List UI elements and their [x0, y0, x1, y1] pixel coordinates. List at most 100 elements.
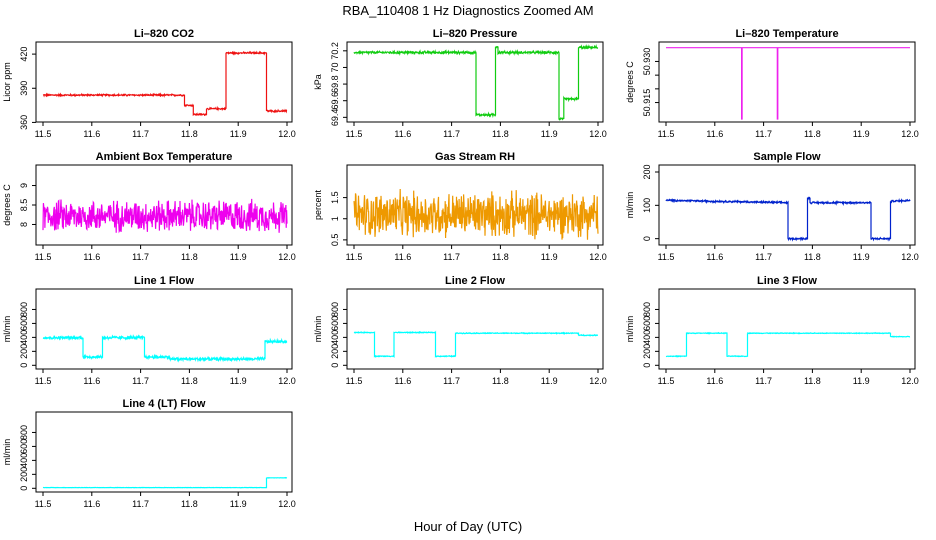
y-tick-label: 600: [642, 316, 652, 331]
y-tick-label: 360: [19, 115, 29, 130]
y-tick-label: 390: [19, 81, 29, 96]
panel-title: Line 1 Flow: [134, 275, 194, 287]
y-tick-label: 8.5: [19, 199, 29, 212]
x-tick-label: 11.7: [755, 252, 772, 262]
y-tick-label: 69.6: [330, 92, 340, 110]
x-tick-label: 11.8: [804, 252, 821, 262]
x-tick-label: 12.0: [589, 252, 607, 262]
plot-frame: [35, 41, 293, 123]
x-tick-label: 11.7: [132, 499, 149, 509]
x-tick-label: 11.7: [132, 129, 149, 139]
x-tick-label: 11.9: [853, 376, 870, 386]
series-line: [665, 331, 911, 358]
x-tick-label: 11.5: [658, 376, 675, 386]
series-line: [42, 198, 288, 234]
x-tick-label: 11.6: [83, 499, 100, 509]
y-tick-label: 200: [19, 467, 29, 482]
x-axis-label: Hour of Day (UTC): [414, 519, 522, 534]
y-axis-label: ml/min: [313, 316, 323, 343]
y-tick-label: 400: [642, 330, 652, 345]
y-tick-label: 200: [642, 164, 652, 179]
x-tick-label: 11.7: [132, 252, 149, 262]
x-tick-label: 11.5: [35, 376, 52, 386]
x-tick-label: 11.7: [443, 376, 460, 386]
plot-frame: [658, 41, 916, 123]
x-tick-label: 11.5: [346, 376, 363, 386]
plot-frame: [658, 164, 916, 246]
y-tick-label: 0: [642, 363, 652, 368]
y-tick-label: 0: [330, 363, 340, 368]
plot-frame: [346, 288, 604, 370]
x-tick-label: 11.6: [394, 129, 411, 139]
x-tick-label: 11.8: [181, 499, 198, 509]
plot-frame: [35, 164, 293, 246]
panel-title: Line 3 Flow: [757, 275, 817, 287]
x-tick-label: 11.6: [394, 252, 411, 262]
x-tick-label: 11.9: [230, 129, 247, 139]
series-line: [665, 196, 911, 242]
y-tick-label: 70: [330, 62, 340, 72]
y-tick-label: 69.4: [330, 109, 340, 127]
figure-title: RBA_110408 1 Hz Diagnostics Zoomed AM: [342, 3, 593, 18]
y-tick-label: 9: [19, 183, 29, 188]
x-tick-label: 11.9: [230, 376, 247, 386]
panel-7: Line 1 Flow ml/min 11.5 11.6 11.7 11.8 11.9 12.…: [2, 275, 296, 386]
x-tick-label: 12.0: [589, 376, 607, 386]
x-tick-label: 11.6: [706, 129, 723, 139]
panel-10: Line 4 (LT) Flow ml/min 11.5 11.6 11.7 11.8 11…: [2, 398, 296, 509]
y-tick-label: 0: [19, 486, 29, 491]
y-tick-label: 200: [642, 344, 652, 359]
y-tick-label: 800: [19, 425, 29, 440]
y-tick-label: 70.2: [330, 42, 340, 60]
y-tick-label: 100: [642, 198, 652, 213]
x-tick-label: 11.5: [346, 252, 363, 262]
panel-title: Li–820 Pressure: [433, 28, 517, 40]
y-tick-label: 600: [19, 316, 29, 331]
panel-title: Sample Flow: [753, 151, 821, 163]
y-tick-label: 800: [19, 302, 29, 317]
x-tick-label: 11.7: [132, 376, 149, 386]
y-tick-label: 0: [19, 363, 29, 368]
x-tick-label: 11.8: [492, 252, 509, 262]
y-tick-label: 400: [19, 453, 29, 468]
y-tick-label: 200: [19, 344, 29, 359]
series-line: [42, 50, 288, 117]
x-tick-label: 11.9: [541, 376, 558, 386]
panel-8: Line 2 Flow ml/min 11.5 11.6 11.7 11.8 11.9 12.…: [313, 275, 607, 386]
y-tick-label: 0.5: [330, 234, 340, 247]
y-tick-label: 200: [330, 344, 340, 359]
panel-title: Li–820 Temperature: [735, 28, 838, 40]
x-tick-label: 11.6: [83, 252, 100, 262]
x-tick-label: 11.7: [443, 252, 460, 262]
panel-6: Sample Flow ml/min 11.5 11.6 11.7 11.8 11.9 12.…: [625, 151, 919, 262]
panel-9: Line 3 Flow ml/min 11.5 11.6 11.7 11.8 11.9 12.…: [625, 275, 919, 386]
plot-frame: [346, 41, 604, 123]
x-tick-label: 11.9: [853, 129, 870, 139]
x-tick-label: 11.8: [181, 252, 198, 262]
x-tick-label: 12.0: [901, 129, 919, 139]
panel-title: Line 4 (LT) Flow: [123, 398, 206, 410]
panel-title: Li–820 CO2: [134, 28, 194, 40]
x-tick-label: 11.5: [35, 129, 52, 139]
y-tick-label: 0: [642, 236, 652, 241]
plot-frame: [658, 288, 916, 370]
x-tick-label: 12.0: [278, 376, 296, 386]
y-axis-label: ml/min: [2, 316, 12, 343]
y-tick-label: 420: [19, 47, 29, 62]
panel-title: Gas Stream RH: [435, 151, 515, 163]
x-tick-label: 11.5: [346, 129, 363, 139]
y-tick-label: 400: [19, 330, 29, 345]
x-tick-label: 11.6: [706, 376, 723, 386]
x-tick-label: 11.8: [804, 376, 821, 386]
y-axis-label: degrees C: [2, 184, 12, 226]
x-tick-label: 11.8: [181, 129, 198, 139]
y-tick-label: 69.8: [330, 75, 340, 93]
y-tick-label: 800: [330, 302, 340, 317]
y-axis-label: degrees C: [625, 61, 635, 103]
panel-title: Line 2 Flow: [445, 275, 505, 287]
x-tick-label: 12.0: [901, 252, 919, 262]
series-line: [353, 330, 598, 358]
series-line: [42, 476, 288, 489]
